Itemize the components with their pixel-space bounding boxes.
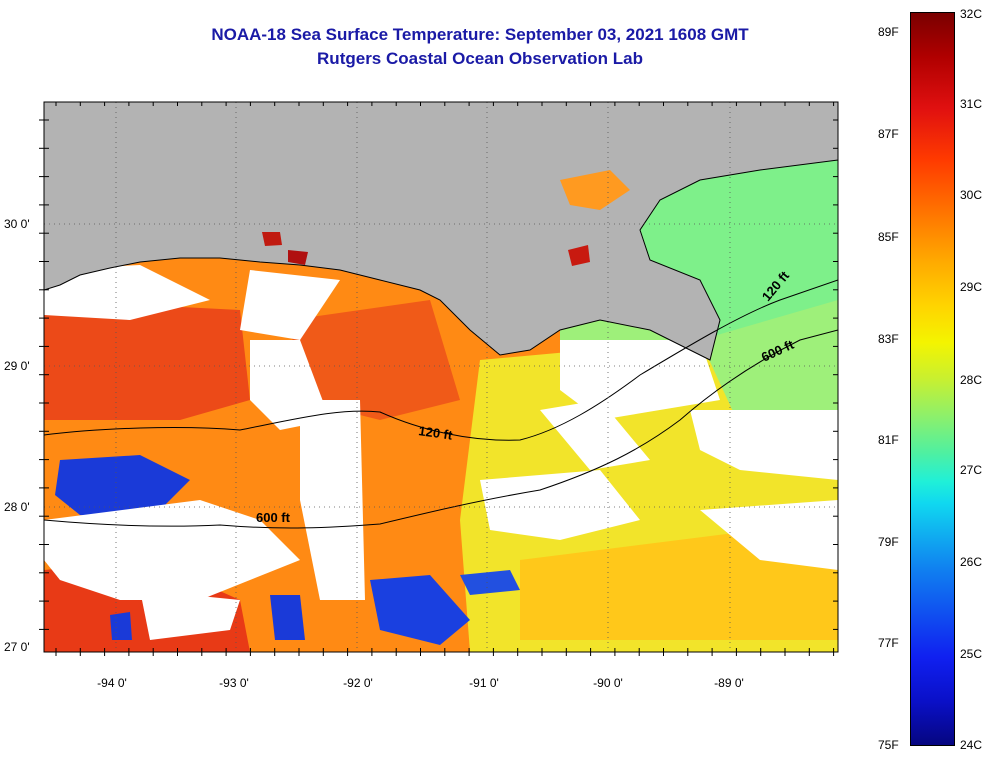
inland-lake-hot3 [568,245,590,266]
colorbar-c-label: 24C [960,738,983,752]
map-title: NOAA-18 Sea Surface Temperature: Septemb… [211,25,749,44]
y-tick-label: 28 0' [4,500,30,514]
x-tick-label: -92 0' [343,676,373,690]
y-tick-label: 29 0' [4,359,30,373]
colorbar-f-label: 79F [878,535,899,549]
contour-label-600-west: 600 ft [256,510,291,525]
colorbar-f-label: 77F [878,636,899,650]
y-tick-label: 30 0' [4,217,30,231]
graticule [44,102,838,652]
inland-lake-hot1 [262,232,282,246]
axis-ticks [39,102,838,656]
colorbar-f-label: 89F [878,25,899,39]
colorbar-f-label: 85F [878,230,899,244]
colorbar-f-label: 87F [878,127,899,141]
x-tick-label: -89 0' [714,676,744,690]
colorbar-f-label: 83F [878,332,899,346]
cloud-southeast [700,500,838,570]
x-tick-label: -91 0' [469,676,499,690]
cold-patch-south2 [460,570,520,595]
cloud-nw [44,265,210,320]
cloud-east-2 [690,410,838,480]
land-louisiana [44,102,838,361]
cloud-sw2 [140,590,240,640]
cold-patch-south [370,575,470,645]
cloud-mid-east [540,400,650,470]
cold-patch-west [55,455,190,520]
lake-pontchartrain [560,170,630,210]
colorbar-c-label: 28C [960,373,983,387]
colorbar-c-label: 29C [960,280,983,294]
colorbar-f-label: 81F [878,433,899,447]
cloud-north [240,270,340,340]
hot-water-central [290,300,460,420]
contour-600ft [44,329,838,529]
colorbar-c-label: 31C [960,97,983,111]
temperature-colorbar [910,12,955,746]
hot-water-west [44,300,250,420]
cold-patch-far-sw [110,612,132,640]
map-frame [43,101,839,653]
x-tick-label: -93 0' [219,676,249,690]
map-subtitle: Rutgers Coastal Ocean Observation Lab [317,49,643,68]
colorbar-c-label: 25C [960,647,983,661]
colorbar-c-label: 27C [960,463,983,477]
contour-label-120-west: 120 ft [418,423,454,443]
cloud-central [300,400,365,600]
colorbar-f-label: 75F [878,738,899,752]
y-tick-label: 27 0' [4,640,30,654]
x-tick-label: -90 0' [593,676,623,690]
cloud-south-central [480,470,640,540]
inland-lake-hot2 [288,250,308,265]
cold-patch-sw [270,595,305,640]
colorbar-c-label: 30C [960,188,983,202]
colorbar-c-label: 26C [960,555,983,569]
contour-120ft [44,279,838,441]
x-tick-label: -94 0' [97,676,127,690]
colorbar-c-label: 32C [960,7,983,21]
